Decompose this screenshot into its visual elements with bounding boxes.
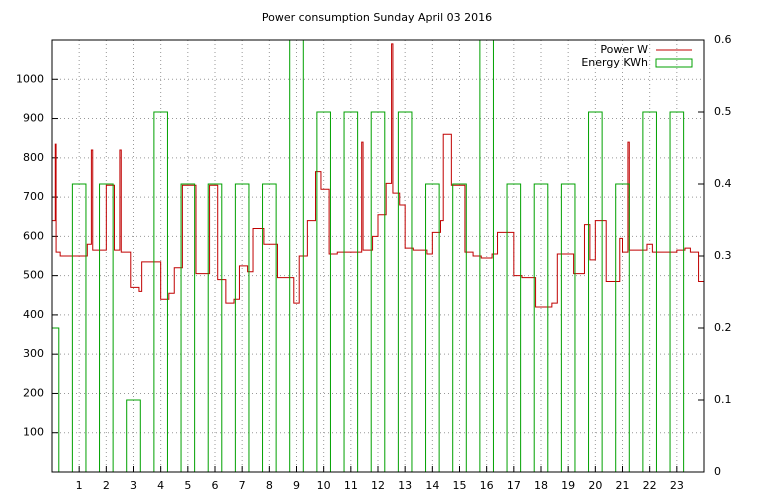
x-tick-label: 17 <box>507 479 521 492</box>
x-tick-label: 22 <box>643 479 657 492</box>
x-tick-label: 10 <box>317 479 331 492</box>
legend-label: Energy KWh <box>581 56 648 69</box>
x-tick-label: 14 <box>425 479 439 492</box>
energy-box <box>99 183 114 472</box>
x-tick-label: 21 <box>616 479 630 492</box>
x-tick-label: 6 <box>212 479 219 492</box>
energy-box <box>669 111 685 472</box>
y2-tick-label: 0.6 <box>714 33 732 46</box>
energy-box <box>588 111 603 472</box>
energy-box <box>560 183 576 472</box>
energy-box <box>180 183 196 472</box>
energy-box <box>52 327 60 472</box>
y-tick-label: 800 <box>23 151 44 164</box>
y2-tick-label: 0 <box>714 465 721 478</box>
y2-tick-label: 0.1 <box>714 393 732 406</box>
energy-box <box>153 111 168 472</box>
energy-box <box>126 399 141 472</box>
y2-tick-label: 0.2 <box>714 321 732 334</box>
x-tick-label: 18 <box>534 479 548 492</box>
energy-box <box>533 183 549 472</box>
y-tick-label: 500 <box>23 269 44 282</box>
energy-box <box>71 183 87 472</box>
energy-box <box>479 40 494 472</box>
x-tick-label: 3 <box>130 479 137 492</box>
energy-box <box>316 111 331 472</box>
x-tick-label: 4 <box>157 479 164 492</box>
x-tick-label: 7 <box>239 479 246 492</box>
chart-title: Power consumption Sunday April 03 2016 <box>262 11 492 24</box>
y-tick-label: 100 <box>23 426 44 439</box>
energy-box <box>642 111 657 472</box>
energy-box <box>207 183 223 472</box>
y-tick-label: 700 <box>23 190 44 203</box>
x-tick-label: 19 <box>561 479 575 492</box>
energy-box <box>425 183 440 472</box>
x-tick-label: 1 <box>76 479 83 492</box>
plot-frame <box>51 39 705 473</box>
y2-tick-label: 0.3 <box>714 249 732 262</box>
x-tick-label: 8 <box>266 479 273 492</box>
x-tick-label: 16 <box>480 479 494 492</box>
x-tick-label: 2 <box>103 479 110 492</box>
x-tick-label: 5 <box>184 479 191 492</box>
energy-box <box>234 183 250 472</box>
energy-box <box>506 183 522 472</box>
legend-swatch <box>655 58 693 68</box>
y2-tick-label: 0.5 <box>714 105 732 118</box>
y2-tick-label: 0.4 <box>714 177 732 190</box>
power-line <box>52 43 704 308</box>
energy-box <box>343 111 359 472</box>
x-tick-label: 9 <box>293 479 300 492</box>
y-tick-label: 600 <box>23 229 44 242</box>
energy-box <box>397 111 413 472</box>
energy-box <box>452 183 467 472</box>
x-tick-label: 11 <box>344 479 358 492</box>
energy-box <box>262 183 277 472</box>
energy-box <box>370 111 386 472</box>
legend-label: Power W <box>600 43 648 56</box>
x-tick-label: 12 <box>371 479 385 492</box>
x-tick-label: 23 <box>670 479 684 492</box>
y-tick-label: 1000 <box>16 72 44 85</box>
y-tick-label: 900 <box>23 112 44 125</box>
energy-box <box>289 40 304 472</box>
x-tick-label: 13 <box>398 479 412 492</box>
energy-box <box>615 183 630 472</box>
x-tick-label: 20 <box>588 479 602 492</box>
y-tick-label: 200 <box>23 386 44 399</box>
y-tick-label: 400 <box>23 308 44 321</box>
x-tick-label: 15 <box>453 479 467 492</box>
y-tick-label: 300 <box>23 347 44 360</box>
